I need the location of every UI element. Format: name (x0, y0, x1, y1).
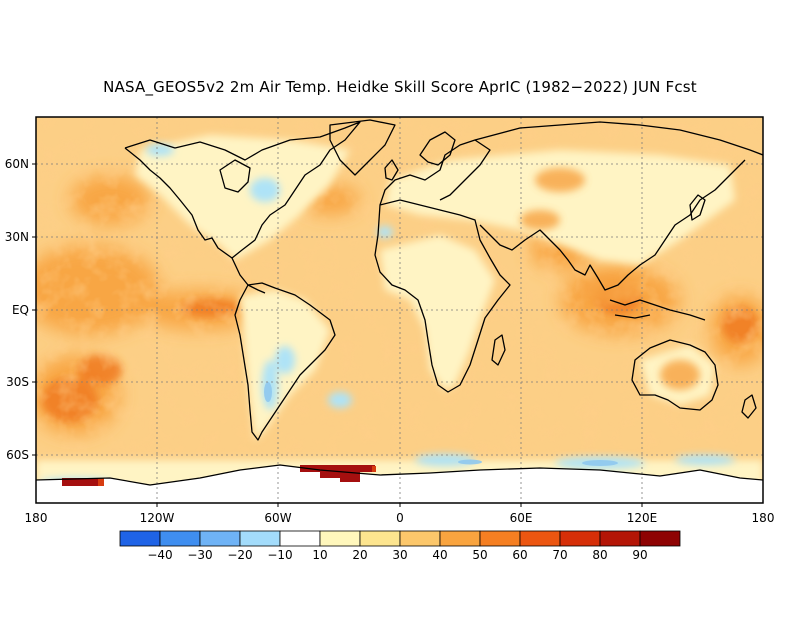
colorbar-label: −10 (267, 548, 292, 562)
eurasia-land (385, 150, 735, 265)
colorbar-swatch (399, 530, 441, 547)
europe-coast (379, 139, 491, 206)
lat-label-eq: EQ (12, 303, 29, 317)
lat-label-60n: 60N (5, 157, 29, 171)
uk-coast (384, 159, 399, 181)
colorbar-swatch (519, 530, 561, 547)
africa-land (380, 235, 495, 390)
north-america-land (135, 135, 350, 260)
lat-label-60s: 60S (6, 448, 29, 462)
lon-label-180w: 180 (25, 511, 48, 525)
colorbar-labels: −40 −30 −20 −10 10 20 30 40 50 60 70 80 … (147, 548, 647, 562)
colorbar-swatch (239, 530, 281, 547)
colorbar-label: 70 (552, 548, 567, 562)
hot-land-spots (520, 168, 700, 390)
colorbar-label: 90 (632, 548, 647, 562)
graticule (36, 117, 763, 503)
colorbar-swatch (159, 530, 201, 547)
colorbar-swatch (199, 530, 241, 547)
colorbar-label: 30 (392, 548, 407, 562)
lon-label-60w: 60W (264, 511, 291, 525)
colorbar-label: −40 (147, 548, 172, 562)
coastlines (36, 119, 763, 486)
lon-label-120e: 120E (627, 511, 658, 525)
antarctica-coast (36, 464, 763, 486)
africa-coast (374, 199, 511, 393)
hudson-bay-coast (219, 159, 251, 193)
colorbar-boxes (119, 530, 681, 547)
colorbar-label: −30 (187, 548, 212, 562)
madagascar-coast (491, 334, 506, 366)
maritime-continent-coast (609, 299, 706, 321)
colorbar: −40 −30 −20 −10 10 20 30 40 50 60 70 80 … (119, 530, 681, 562)
south-america-coast (234, 282, 336, 441)
colorbar-swatch (639, 530, 681, 547)
map-title: NASA_GEOS5v2 2m Air Temp. Heidke Skill S… (103, 78, 697, 96)
colorbar-swatch (559, 530, 601, 547)
colorbar-swatch (599, 530, 641, 547)
colorbar-swatch (439, 530, 481, 547)
lat-label-30s: 30S (6, 375, 29, 389)
colorbar-label: 60 (512, 548, 527, 562)
cold-patches (264, 382, 618, 466)
asia-coast (474, 121, 763, 291)
colorbar-swatch (359, 530, 401, 547)
colorbar-label: 80 (592, 548, 607, 562)
colorbar-label: 50 (472, 548, 487, 562)
lon-label-60e: 60E (510, 511, 533, 525)
colorbar-swatch (279, 530, 321, 547)
new-zealand-coast (741, 394, 757, 419)
japan-coast (689, 194, 706, 221)
australia-coast (631, 339, 719, 411)
longitude-labels: 180 120W 60W 0 60E 120E 180 (25, 511, 775, 525)
colorbar-label: 40 (432, 548, 447, 562)
colorbar-label: 20 (352, 548, 367, 562)
north-america-coast (124, 121, 361, 294)
scandinavia-coast (419, 131, 456, 166)
colorbar-label: 10 (312, 548, 327, 562)
colorbar-swatch (119, 530, 161, 547)
colorbar-swatch (479, 530, 521, 547)
colorbar-swatch (319, 530, 361, 547)
lon-label-0: 0 (396, 511, 404, 525)
lon-label-180e: 180 (752, 511, 775, 525)
lon-label-120w: 120W (140, 511, 175, 525)
greenland-coast (329, 119, 396, 176)
lat-label-30n: 30N (5, 230, 29, 244)
latitude-labels: 60N 30N EQ 30S 60S (5, 157, 29, 462)
colorbar-label: −20 (227, 548, 252, 562)
map-field (36, 117, 763, 503)
